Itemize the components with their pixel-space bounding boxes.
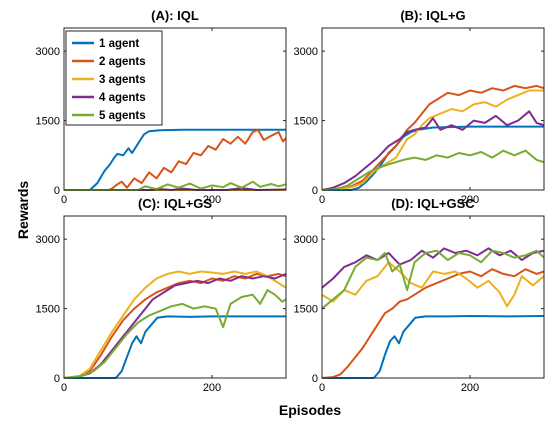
y-tick-label: 3000: [294, 234, 318, 246]
axes-box: [63, 215, 287, 379]
y-axis-label: Rewards: [15, 181, 31, 240]
x-tick-label: 0: [61, 194, 67, 206]
series-line-1: [64, 128, 286, 191]
plot-area: [64, 128, 286, 191]
y-tick-label: 0: [312, 185, 318, 197]
legend-label: 4 agents: [99, 92, 146, 104]
y-tick-label: 1500: [294, 304, 318, 316]
panel-title: (B): IQL+G: [400, 8, 465, 23]
axes-box: [321, 27, 545, 191]
panel-title: (A): IQL: [151, 8, 199, 23]
y-tick-label: 3000: [36, 46, 60, 58]
legend: 1 agent 2 agents 3 agents 4 agents 5 agents: [65, 30, 163, 126]
series-line-4: [322, 247, 544, 289]
y-tick-label: 3000: [294, 46, 318, 58]
plot-area: [322, 84, 544, 191]
x-tick-label: 0: [319, 194, 325, 206]
series-line-3: [322, 89, 544, 191]
y-tick-label: 1500: [36, 116, 60, 128]
legend-box: [65, 30, 163, 126]
plot-area: [322, 247, 544, 379]
panel-title: (D): IQL+GSC: [391, 196, 475, 211]
x-tick-label: 200: [203, 382, 221, 394]
plot-area: [64, 270, 286, 379]
x-tick-label: 200: [461, 382, 479, 394]
y-tick-label: 0: [54, 373, 60, 385]
axes-box: [63, 27, 287, 191]
legend-label: 1 agent: [99, 38, 139, 50]
legend-label: 5 agents: [99, 110, 146, 122]
y-tick-label: 1500: [294, 116, 318, 128]
x-tick-label: 200: [461, 194, 479, 206]
x-tick-label: 0: [319, 382, 325, 394]
series-line-4: [64, 272, 286, 379]
y-tick-label: 0: [312, 373, 318, 385]
series-line-2: [64, 272, 286, 379]
series-line-3: [64, 270, 286, 379]
panel-a: (A): IQL 0 1500 3000 0 200 1 agent 2 agents 3 ag…: [36, 8, 287, 206]
series-line-1: [322, 315, 544, 379]
panel-c: (C): IQL+GS 0 1500 3000 0 200: [36, 196, 287, 394]
series-line-2: [322, 268, 544, 379]
y-tick-label: 1500: [36, 304, 60, 316]
series-line-5: [322, 149, 544, 191]
series-line-1: [64, 315, 286, 379]
legend-label: 3 agents: [99, 74, 146, 86]
x-tick-label: 0: [61, 382, 67, 394]
panel-title: (C): IQL+GS: [138, 196, 212, 211]
series-line-5: [322, 249, 544, 310]
x-axis-label: Episodes: [279, 402, 341, 418]
axes-box: [321, 215, 545, 379]
x-tick-label: 200: [203, 194, 221, 206]
series-line-5: [64, 289, 286, 379]
series-line-3: [322, 261, 544, 308]
y-tick-label: 3000: [36, 234, 60, 246]
series-line-2: [322, 84, 544, 191]
y-tick-label: 0: [54, 185, 60, 197]
series-line-5: [64, 180, 286, 191]
series-line-4: [322, 110, 544, 191]
series-line-2: [64, 128, 286, 191]
legend-label: 2 agents: [99, 56, 146, 68]
panel-b: (B): IQL+G 0 1500 3000 0 200: [294, 8, 545, 206]
panel-d: (D): IQL+GSC 0 1500 3000 0 200: [294, 196, 545, 394]
